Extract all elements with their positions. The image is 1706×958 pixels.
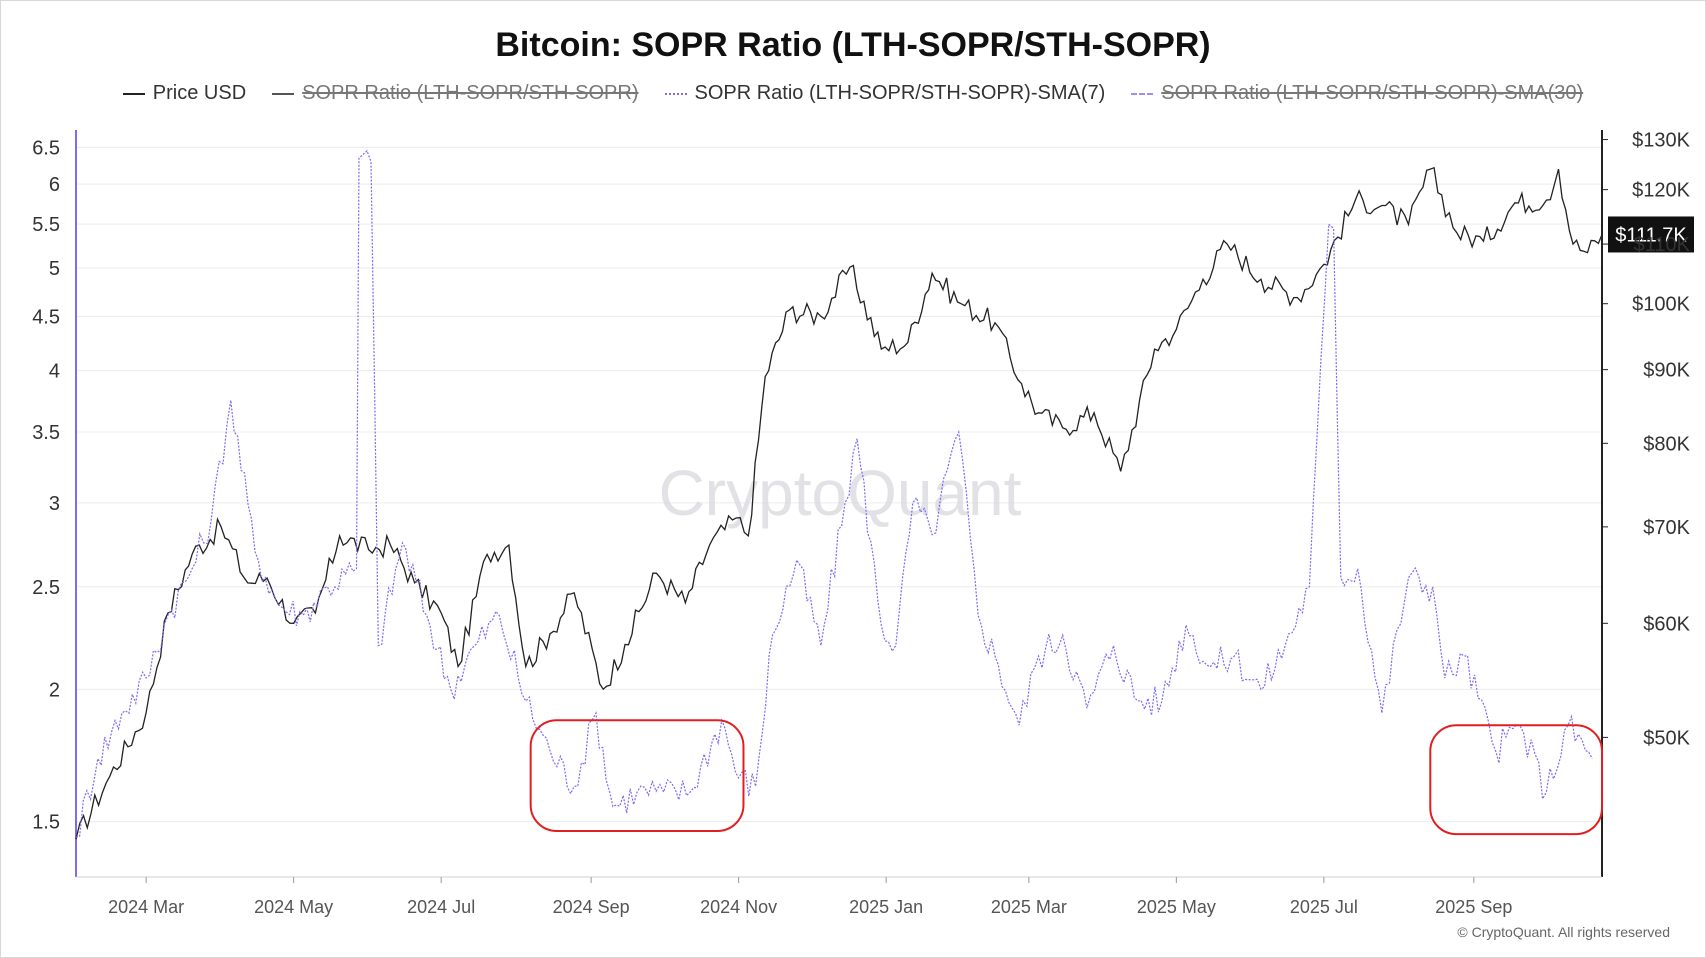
y-right-tick-label: $90K	[1643, 360, 1690, 382]
y-left-tick-label: 6.5	[32, 137, 60, 159]
legend-item-sopr-sma7[interactable]: SOPR Ratio (LTH-SOPR/STH-SOPR)-SMA(7)	[664, 82, 1106, 105]
highlights: $111.7K	[529, 216, 1694, 836]
x-tick-label: 2024 Jul	[407, 897, 475, 917]
y-left-tick-label: 4.5	[32, 306, 60, 328]
legend-swatch-price	[122, 92, 145, 95]
x-tick-label: 2025 Sep	[1435, 897, 1512, 917]
legend-item-sopr-sma30[interactable]: SOPR Ratio (LTH-SOPR/STH-SOPR)-SMA(30)	[1131, 82, 1583, 105]
legend-label-sopr-sma7: SOPR Ratio (LTH-SOPR/STH-SOPR)-SMA(7)	[694, 82, 1106, 104]
grid-lines	[76, 146, 1602, 823]
x-tick-label: 2024 May	[254, 897, 333, 917]
axes	[75, 130, 1608, 883]
current-price-badge	[1608, 216, 1694, 253]
legend-label-price: Price USD	[152, 82, 247, 104]
y-right-tick-label: $130K	[1632, 130, 1690, 152]
x-tick-label: 2025 May	[1137, 897, 1216, 917]
y-left-tick-label: 1.5	[32, 812, 60, 834]
y-left-tick-label: 3.5	[32, 422, 60, 444]
y-left-tick-label: 2.5	[32, 577, 60, 599]
x-tick-label: 2024 Mar	[108, 897, 184, 917]
x-tick-label: 2025 Jan	[849, 897, 923, 917]
legend-label-sopr-sma30: SOPR Ratio (LTH-SOPR/STH-SOPR)-SMA(30)	[1161, 82, 1584, 104]
series-line-sopr-sma7	[75, 149, 1593, 838]
x-tick-label: 2024 Nov	[700, 897, 777, 917]
legend-item-price[interactable]: Price USD	[122, 82, 247, 105]
y-right-tick-label: $110K	[1634, 234, 1691, 256]
legend-label-sopr-ratio: SOPR Ratio (LTH-SOPR/STH-SOPR)	[302, 82, 639, 104]
highlight-box	[529, 719, 745, 832]
current-price-label: $111.7K	[1615, 224, 1687, 246]
y-left-tick-label: 5.5	[32, 214, 60, 236]
y-left-tick-label: 6	[49, 174, 60, 196]
chart-legend: Price USD SOPR Ratio (LTH-SOPR/STH-SOPR)…	[0, 82, 1706, 105]
series	[75, 149, 1603, 840]
x-tick-label: 2024 Sep	[553, 897, 630, 917]
y-right-tick-label: $70K	[1643, 517, 1690, 539]
y-left-tick-label: 4	[49, 361, 60, 383]
y-left-tick-label: 5	[49, 258, 60, 280]
y-right-tick-label: $80K	[1643, 433, 1690, 455]
chart-title: Bitcoin: SOPR Ratio (LTH-SOPR/STH-SOPR)	[495, 26, 1211, 64]
y-right-tick-label: $60K	[1643, 613, 1690, 635]
y-right-tick-label: $120K	[1632, 180, 1690, 202]
legend-swatch-sopr-ratio	[272, 92, 295, 95]
y-left-tick-label: 2	[49, 679, 60, 701]
y-right-tick-label: $100K	[1632, 294, 1690, 316]
copyright-text: © CryptoQuant. All rights reserved	[1457, 924, 1670, 940]
x-tick-label: 2025 Mar	[991, 897, 1067, 917]
tick-labels: 1.5 2 2.5 3 3.5 4 4.5 5 5.5 6 6.5 $50K $60K $70K $80K $…	[32, 130, 1690, 917]
legend-item-sopr-ratio[interactable]: SOPR Ratio (LTH-SOPR/STH-SOPR)	[272, 82, 639, 105]
watermark: CryptoQuant	[659, 457, 1022, 529]
y-left-tick-label: 3	[49, 493, 60, 515]
series-line-price	[75, 166, 1603, 840]
highlight-box	[1429, 724, 1604, 836]
y-right-tick-label: $50K	[1643, 727, 1690, 749]
legend-swatch-sopr-sma7	[664, 92, 687, 95]
x-tick-label: 2025 Jul	[1290, 897, 1358, 917]
legend-swatch-sopr-sma30	[1131, 92, 1154, 95]
